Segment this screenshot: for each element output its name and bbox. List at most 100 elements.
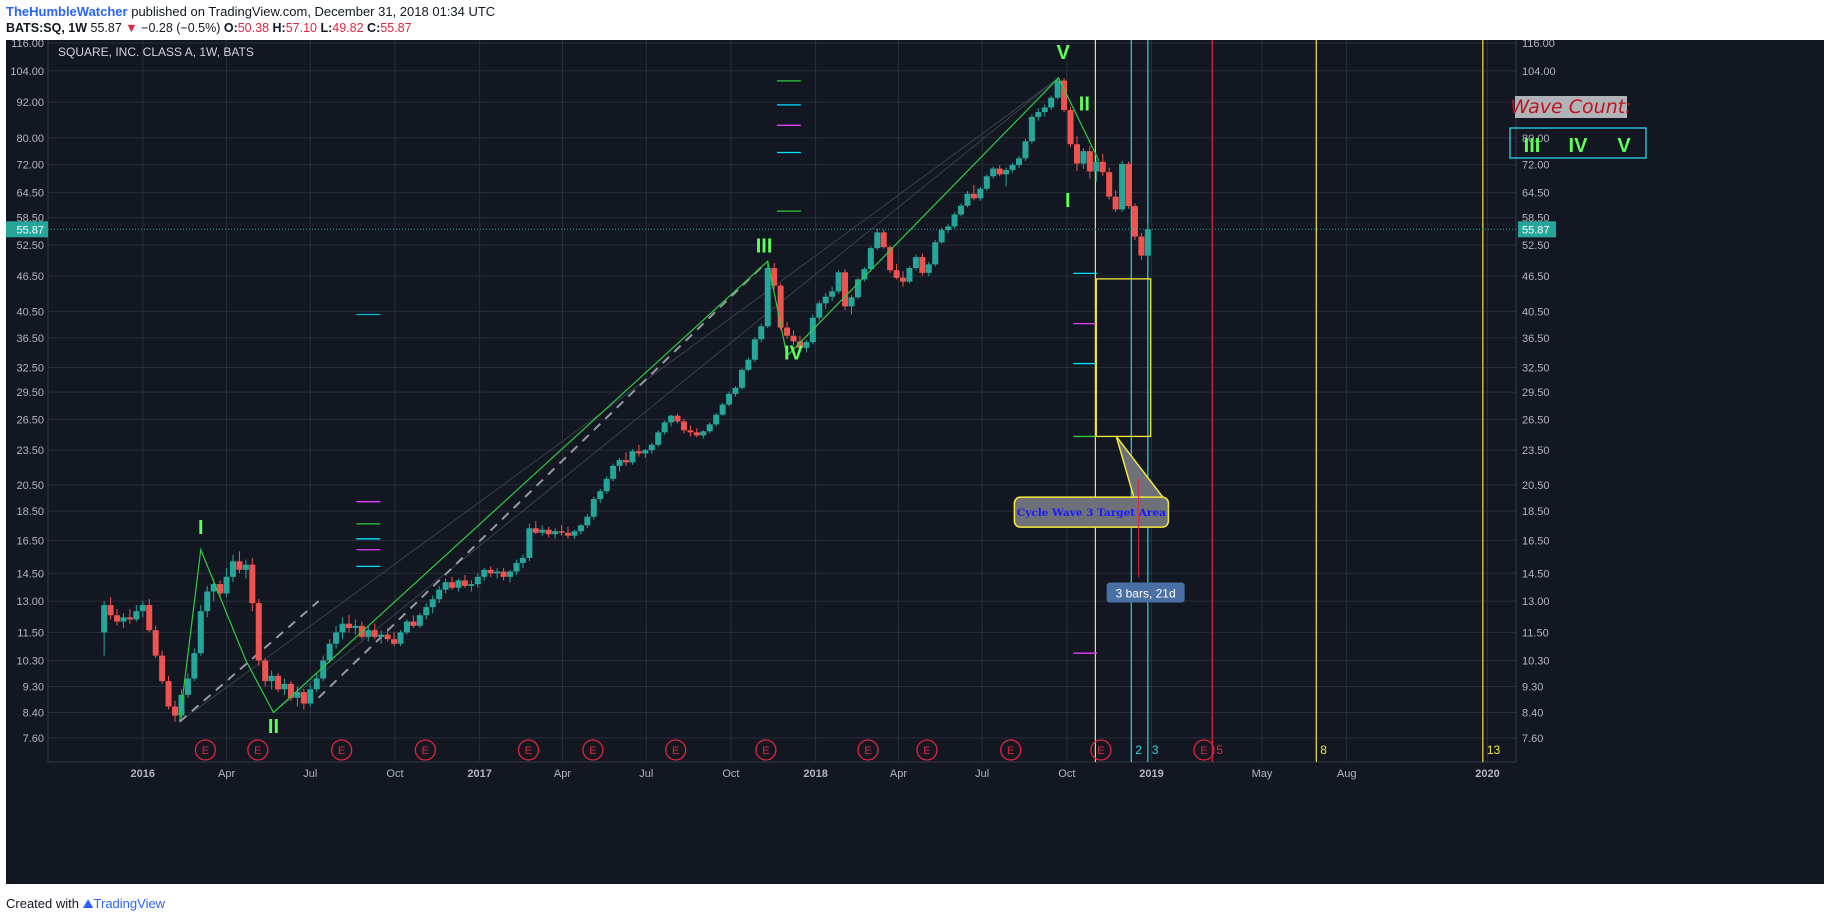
author-link[interactable]: TheHumbleWatcher xyxy=(6,4,128,19)
high-label: H: xyxy=(272,21,286,35)
candle-body xyxy=(732,387,739,394)
y-tick-label-left: 18.50 xyxy=(16,506,44,518)
y-tick-label-left: 26.50 xyxy=(16,415,44,427)
candle-body xyxy=(146,605,153,631)
low-value: 49.82 xyxy=(332,21,364,35)
fib-time-label: 3 xyxy=(1152,743,1159,757)
candle-body xyxy=(990,168,997,177)
wave-label: I xyxy=(198,517,204,539)
tradingview-logo-icon[interactable]: ⛰ xyxy=(82,896,94,911)
candle-body xyxy=(835,272,842,292)
x-tick-label: Oct xyxy=(1058,768,1075,780)
candle-body xyxy=(983,176,990,189)
y-tick-label-right: 104.00 xyxy=(1522,66,1556,78)
open-label: O: xyxy=(223,21,238,35)
candle-body xyxy=(397,632,404,644)
wave-label: V xyxy=(1057,42,1071,64)
candle-body xyxy=(945,226,952,231)
earnings-marker xyxy=(1000,739,1022,761)
candle-body xyxy=(577,525,584,532)
candle-body xyxy=(384,634,391,640)
earnings-marker-label: E xyxy=(254,745,261,757)
y-tick-label-left: 7.60 xyxy=(23,733,44,745)
candle-body xyxy=(545,529,552,535)
candle-body xyxy=(1112,196,1119,210)
candle-body xyxy=(1048,97,1055,108)
candle-body xyxy=(912,257,919,269)
candle-body xyxy=(706,424,713,432)
candle-body xyxy=(1009,164,1016,170)
y-tick-label-left: 16.50 xyxy=(16,535,44,547)
candle-body xyxy=(719,404,726,415)
close-value: 55.87 xyxy=(380,21,412,35)
callout-box xyxy=(1013,496,1170,528)
candle-body xyxy=(558,531,565,533)
candle-body xyxy=(674,415,681,422)
candle-body xyxy=(455,580,462,588)
earnings-marker xyxy=(194,739,217,761)
candle-body xyxy=(996,168,1003,175)
candle-body xyxy=(159,655,166,682)
candle-body xyxy=(294,692,301,698)
price-change: −0.28 (−0.5%) xyxy=(141,21,221,35)
y-tick-label-left: 36.50 xyxy=(16,333,44,345)
candle-body xyxy=(114,615,121,622)
candle-body xyxy=(584,516,591,526)
candle-body xyxy=(1067,109,1074,145)
chart-title: SQUARE, INC. CLASS A, 1W, BATS xyxy=(58,45,254,59)
candle-body xyxy=(552,531,559,535)
candle-body xyxy=(513,562,520,572)
candle-body xyxy=(152,630,159,656)
earnings-marker xyxy=(857,739,879,761)
candle-body xyxy=(352,625,359,629)
earnings-marker xyxy=(582,739,604,761)
candle-body xyxy=(236,561,243,570)
candle-body xyxy=(648,444,655,451)
y-tick-label-left: 80.00 xyxy=(16,133,44,145)
candle-body xyxy=(796,341,803,348)
y-tick-label-left: 40.50 xyxy=(16,306,44,318)
candle-body xyxy=(210,584,217,592)
target-area-box xyxy=(1095,278,1152,438)
fib-time-label: 13 xyxy=(1487,743,1501,757)
candle-body xyxy=(339,623,346,633)
earnings-marker xyxy=(665,739,687,761)
earnings-marker xyxy=(755,739,777,761)
price-chart[interactable]: 116.00116.00104.00104.0092.0092.0080.008… xyxy=(6,40,1824,884)
y-tick-label-right: 72.00 xyxy=(1522,160,1550,172)
y-tick-label-left: 11.50 xyxy=(17,627,44,639)
open-value: 50.38 xyxy=(237,21,270,35)
candle-body xyxy=(571,531,578,536)
right-price-axis xyxy=(1516,40,1824,884)
y-tick-label-right: 32.50 xyxy=(1522,362,1550,374)
candle-body xyxy=(481,569,488,577)
y-tick-label-right: 26.50 xyxy=(1522,415,1550,427)
candle-body xyxy=(281,683,288,690)
measure-tag-text: 3 bars, 21d xyxy=(1116,587,1176,601)
candle-body xyxy=(900,277,907,282)
candle-body xyxy=(854,279,861,298)
candle-body xyxy=(822,296,829,304)
fan-line xyxy=(273,77,1059,713)
candle-body xyxy=(204,591,211,612)
dashed-channel-line xyxy=(317,262,767,699)
x-tick-label: Aug xyxy=(1337,768,1357,780)
y-tick-label-right: 11.50 xyxy=(1522,627,1549,639)
x-tick-label: 2018 xyxy=(803,768,827,780)
y-tick-label-left: 104.00 xyxy=(10,66,44,78)
candle-body xyxy=(867,248,874,270)
tradingview-link[interactable]: TradingView xyxy=(93,896,166,911)
candle-body xyxy=(255,603,262,661)
chart-area[interactable]: 116.00116.00104.00104.0092.0092.0080.008… xyxy=(6,40,1824,884)
candle-body xyxy=(764,268,771,327)
y-tick-label-right: 52.50 xyxy=(1522,240,1550,252)
candle-body xyxy=(726,393,733,405)
wave-count-title-bg xyxy=(1515,96,1627,118)
x-tick-label: Oct xyxy=(386,768,403,780)
candle-body xyxy=(693,432,700,436)
wave-label: II xyxy=(268,716,279,738)
y-tick-label-right: 13.00 xyxy=(1522,596,1550,608)
earnings-marker-label: E xyxy=(1097,745,1104,757)
candle-body xyxy=(120,617,127,622)
x-tick-label: 2019 xyxy=(1139,768,1163,780)
